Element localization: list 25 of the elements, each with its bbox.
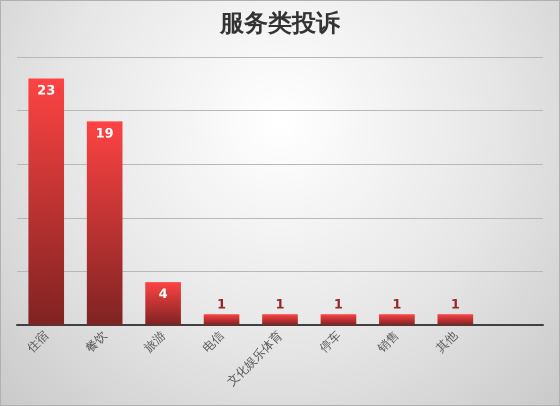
data-label: 1	[392, 297, 402, 312]
data-label: 1	[275, 297, 285, 312]
bar	[262, 314, 298, 325]
data-label: 1	[450, 297, 460, 312]
x-tick-label: 住宿	[24, 328, 52, 356]
chart-title: 服务类投诉	[219, 10, 341, 37]
x-tick-label: 其他	[433, 328, 460, 355]
bar	[320, 314, 356, 325]
bar	[438, 314, 474, 325]
data-label: 19	[96, 126, 114, 142]
x-tick-label: 销售	[374, 328, 402, 356]
data-label: 1	[217, 297, 226, 312]
x-tick-label: 旅游	[141, 328, 168, 355]
bar	[204, 314, 240, 325]
data-label: 4	[158, 287, 168, 302]
data-label: 23	[37, 83, 56, 98]
bar	[145, 282, 181, 325]
bar	[28, 78, 64, 325]
bar	[86, 121, 122, 325]
x-tick-label: 电信	[200, 328, 227, 355]
data-label: 1	[334, 297, 343, 312]
x-tick-label: 文化娱乐体育	[224, 328, 285, 389]
x-tick-label: 餐饮	[82, 328, 110, 355]
x-tick-label: 停车	[316, 328, 344, 355]
bar	[379, 314, 415, 325]
